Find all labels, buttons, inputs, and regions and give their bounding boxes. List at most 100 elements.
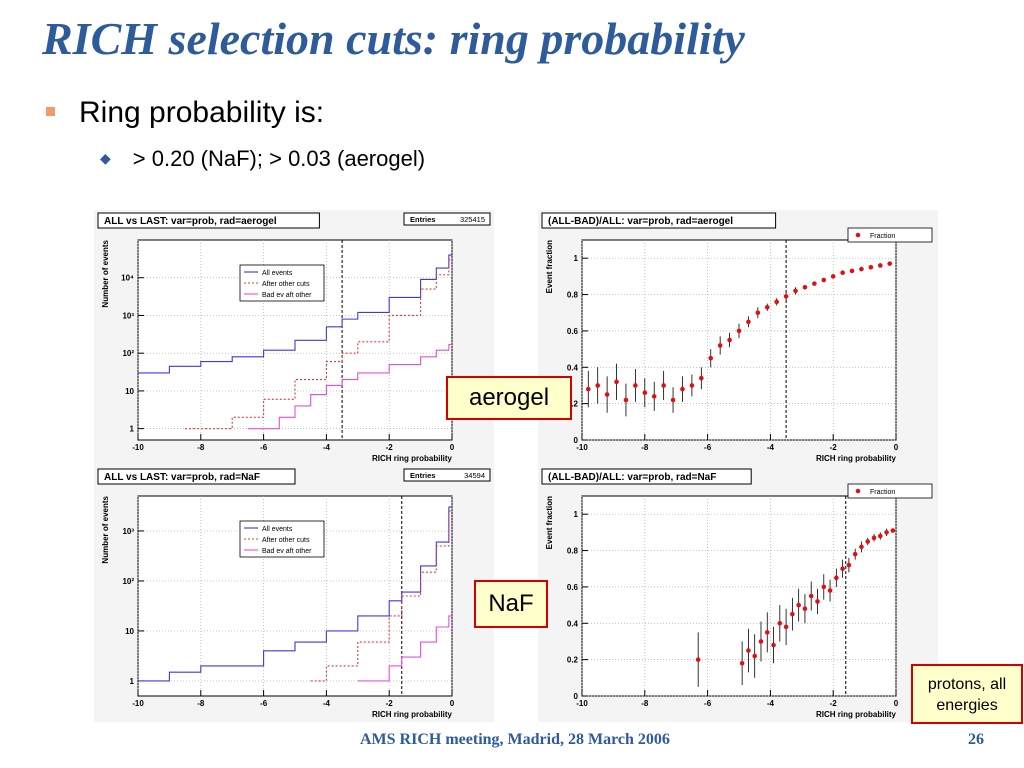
data-point — [771, 642, 776, 648]
data-point — [699, 375, 704, 381]
x-axis-label: RICH ring probability — [816, 710, 897, 719]
bullet-2-text: > 0.20 (NaF); > 0.03 (aerogel) — [132, 146, 426, 171]
y-tick-label: 0.4 — [567, 619, 579, 628]
data-point — [777, 620, 783, 626]
y-tick-label: 0.6 — [567, 327, 579, 336]
square-bullet-icon — [46, 106, 55, 116]
stats-box — [403, 468, 491, 482]
y-tick-label: 1 — [574, 254, 579, 263]
x-tick-label: -6 — [260, 443, 268, 452]
y-tick-label: 1 — [130, 425, 135, 434]
data-point — [878, 263, 883, 268]
x-tick-label: -10 — [576, 699, 588, 708]
y-tick-label: 0.2 — [567, 400, 579, 409]
chart-panel-aerogel-fraction: (ALL-BAD)/ALL: var=prob, rad=aerogel -10 -… — [538, 210, 938, 466]
chart-title: ALL vs LAST: var=prob, rad=aerogel — [104, 216, 277, 227]
x-tick-label: -10 — [132, 699, 144, 708]
data-point — [614, 379, 619, 385]
x-tick-label: -8 — [197, 443, 205, 452]
legend-entry: Fraction — [870, 233, 895, 240]
data-point — [871, 535, 877, 541]
y-tick-label: 0.2 — [567, 656, 579, 665]
series-bad-ev-aft-other — [357, 615, 452, 682]
data-point — [708, 355, 714, 361]
x-axis-label: RICH ring probability — [372, 454, 453, 463]
y-tick-label: 10 — [125, 387, 134, 396]
x-tick-label: -2 — [386, 699, 394, 708]
x-tick-label: 0 — [450, 699, 455, 708]
data-point — [623, 397, 629, 403]
y-tick-label: 0.4 — [567, 363, 579, 372]
x-tick-label: 0 — [450, 443, 455, 452]
y-tick-label: 10² — [122, 577, 134, 586]
x-tick-label: -10 — [576, 443, 588, 452]
data-point — [865, 539, 871, 544]
label-protons: protons, all energies — [911, 664, 1023, 724]
data-point — [783, 294, 789, 299]
data-point — [764, 304, 770, 310]
series-after-other-cuts — [185, 259, 452, 430]
x-tick-label: -4 — [767, 443, 775, 452]
chart-title: (ALL-BAD)/ALL: var=prob, rad=aerogel — [548, 216, 733, 227]
data-point — [689, 383, 695, 388]
data-point — [808, 593, 814, 599]
data-point — [834, 575, 839, 581]
x-tick-label: -10 — [132, 443, 144, 452]
data-point — [790, 611, 795, 617]
data-point — [887, 261, 893, 266]
data-point — [736, 328, 742, 334]
data-point — [642, 390, 648, 396]
data-point — [830, 274, 836, 279]
chart-aerogel-counts: ALL vs LAST: var=prob, rad=aerogel Entrie… — [94, 210, 494, 466]
y-tick-label: 1 — [574, 510, 579, 519]
data-point — [651, 394, 657, 399]
slide-title: RICH selection cuts: ring probability — [42, 13, 745, 64]
bullet-cut-values: ◆ > 0.20 (NaF); > 0.03 (aerogel) — [100, 146, 425, 172]
bullet-1-text: Ring probability is: — [79, 96, 325, 129]
data-point — [812, 281, 817, 286]
y-tick-label: 10³ — [122, 311, 134, 320]
stats-label: Entries — [410, 471, 435, 480]
y-tick-label: 1 — [130, 677, 135, 686]
x-tick-label: -8 — [641, 699, 649, 708]
data-point — [633, 383, 638, 388]
data-point — [852, 551, 858, 557]
x-tick-label: -4 — [323, 443, 331, 452]
data-point — [727, 337, 732, 343]
legend-entry: Bad ev aft other — [262, 292, 312, 299]
data-point — [815, 599, 820, 604]
label-naf: NaF — [474, 580, 548, 628]
y-tick-label: 0.6 — [567, 583, 579, 592]
data-point — [802, 284, 808, 290]
x-tick-label: -4 — [767, 699, 775, 708]
legend-entry: Bad ev aft other — [262, 548, 312, 555]
data-point — [661, 383, 666, 388]
y-tick-label: 10² — [122, 349, 134, 358]
data-point — [695, 657, 701, 662]
bullet-ring-probability: Ring probability is: — [46, 96, 324, 130]
data-point — [680, 386, 685, 392]
x-tick-label: -2 — [386, 443, 394, 452]
data-point — [868, 264, 874, 270]
data-point — [717, 343, 723, 348]
x-axis-label: RICH ring probability — [816, 454, 897, 463]
legend-entry: After other cuts — [262, 537, 310, 544]
footer-page-number: 26 — [968, 731, 984, 748]
data-point — [821, 277, 827, 283]
data-point — [746, 648, 751, 653]
chart-naf-fraction: (ALL-BAD)/ALL: var=prob, rad=NaF -10 -8 -6 -… — [538, 466, 938, 722]
legend-swatch — [855, 232, 861, 238]
data-point — [859, 266, 864, 272]
chart-naf-counts: ALL vs LAST: var=prob, rad=NaF Entries 345… — [94, 466, 494, 722]
y-axis-label: Number of events — [101, 239, 110, 307]
series-all-events — [138, 254, 452, 374]
plot-frame — [581, 495, 897, 697]
y-tick-label: 10⁴ — [121, 274, 134, 283]
plot-frame — [581, 239, 897, 441]
data-point — [793, 288, 798, 294]
chart-title-box — [97, 468, 296, 485]
stats-label: Entries — [410, 215, 435, 224]
y-tick-label: 0 — [574, 436, 579, 445]
stats-value: 325415 — [460, 215, 485, 224]
data-point — [752, 653, 757, 659]
